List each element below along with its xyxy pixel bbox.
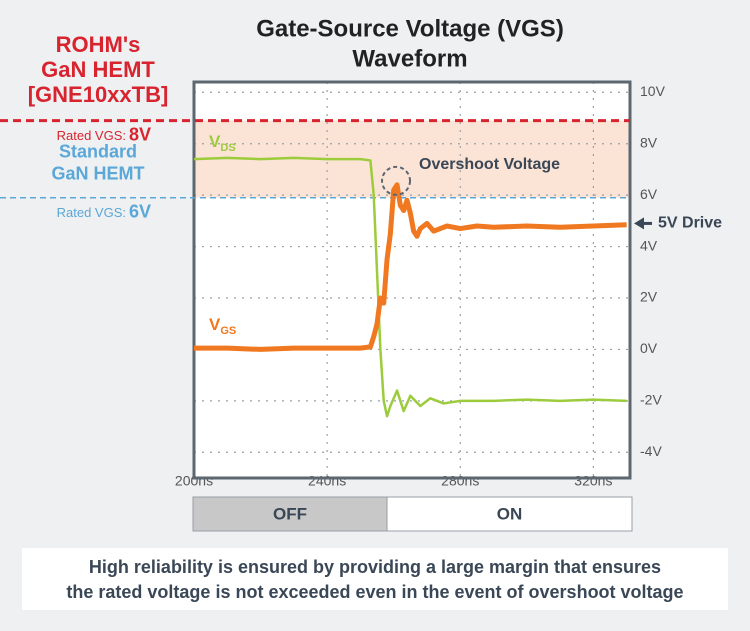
- reference-title: GaN HEMT: [51, 163, 144, 183]
- phase-box: [386, 496, 633, 532]
- plot-frame: [192, 80, 632, 480]
- series-line: [194, 182, 627, 352]
- footnote: the rated voltage is not exceeded even i…: [66, 582, 683, 602]
- y-tick-label: 0V: [640, 340, 658, 356]
- reference-label: Rated VGS:: [57, 205, 126, 220]
- y-tick-label: -2V: [640, 392, 662, 408]
- series-label: VGS: [209, 316, 236, 337]
- y-tick-label: -4V: [640, 443, 662, 459]
- drive-label: 5V Drive: [658, 215, 722, 232]
- reference-title: [GNE10xxTB]: [28, 82, 169, 107]
- x-tick-label: 240ns: [308, 473, 346, 489]
- reference-label: Rated VGS:: [57, 128, 126, 143]
- reference-value: 8V: [129, 124, 151, 144]
- series-line: [193, 156, 627, 418]
- overshoot-marker: [381, 165, 412, 196]
- reference-title: GaN HEMT: [41, 57, 155, 82]
- reference-title: Standard: [59, 141, 137, 161]
- y-tick-label: 8V: [640, 134, 658, 150]
- y-tick-label: 2V: [640, 289, 658, 305]
- reference-title: ROHM's: [56, 32, 141, 57]
- y-tick-label: 4V: [640, 237, 658, 253]
- phase-label: ON: [497, 504, 523, 523]
- footnote: High reliability is ensured by providing…: [89, 557, 661, 577]
- reference-value: 6V: [129, 201, 151, 221]
- chart-title: Waveform: [352, 45, 467, 72]
- footnote-box: [22, 548, 728, 610]
- y-tick-label: 6V: [640, 186, 658, 202]
- x-tick-label: 280ns: [441, 473, 479, 489]
- chart-title: Gate-Source Voltage (VGS): [256, 15, 564, 42]
- phase-label: OFF: [273, 504, 307, 523]
- y-tick-label: 10V: [640, 83, 666, 99]
- overshoot-label: Overshoot Voltage: [419, 156, 560, 173]
- series-label: VDS: [209, 133, 236, 154]
- phase-box: [192, 496, 388, 532]
- drive-arrow: [634, 217, 644, 230]
- x-tick-label: 320ns: [574, 473, 612, 489]
